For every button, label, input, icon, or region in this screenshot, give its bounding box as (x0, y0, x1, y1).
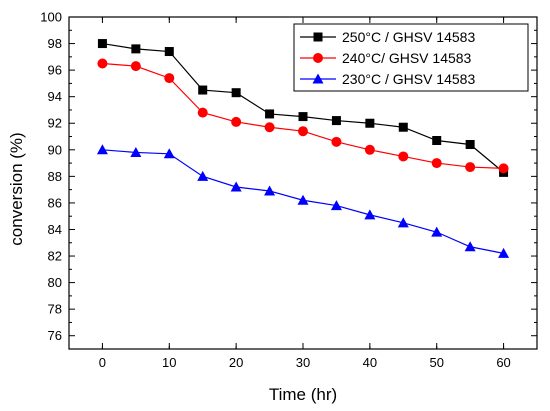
data-point (163, 148, 175, 159)
data-point (197, 170, 209, 181)
y-tick-label: 84 (48, 222, 62, 237)
data-point (231, 116, 242, 127)
x-tick-label: 30 (296, 355, 310, 370)
data-point (164, 47, 174, 57)
y-axis-title: conversion (%) (7, 132, 26, 245)
data-point (431, 226, 443, 237)
data-point (198, 85, 208, 95)
data-point (364, 209, 376, 220)
data-point (264, 122, 275, 133)
x-axis-title: Time (hr) (269, 385, 337, 404)
legend-marker (312, 73, 324, 84)
data-point (432, 136, 442, 146)
data-point (231, 88, 241, 98)
data-point (97, 58, 108, 69)
data-point (330, 200, 342, 211)
data-point (331, 116, 341, 126)
legend-label: 250°C / GHSV 14583 (342, 29, 475, 45)
data-point (265, 109, 275, 119)
y-tick-label: 94 (48, 89, 62, 104)
x-tick-label: 10 (162, 355, 176, 370)
legend-label: 240°C/ GHSV 14583 (342, 50, 472, 66)
legend-marker (313, 32, 323, 42)
y-tick-label: 76 (48, 328, 62, 343)
y-tick-label: 90 (48, 142, 62, 157)
y-tick-label: 100 (40, 10, 62, 25)
y-tick-label: 86 (48, 195, 62, 210)
data-point (464, 241, 476, 252)
series-3 (96, 144, 510, 258)
data-point (131, 44, 141, 54)
y-tick-label: 82 (48, 249, 62, 264)
data-point (431, 158, 442, 169)
legend-item: 230°C / GHSV 14583 (300, 71, 475, 87)
y-tick-label: 96 (48, 63, 62, 78)
data-point (130, 61, 141, 72)
data-point (230, 181, 242, 192)
plot-layer (96, 39, 510, 258)
data-point (331, 136, 342, 147)
data-point (465, 139, 475, 149)
x-tick-label: 0 (99, 355, 106, 370)
data-point (298, 112, 308, 122)
data-point (364, 144, 375, 155)
data-point (297, 194, 309, 205)
x-tick-label: 20 (229, 355, 243, 370)
legend-label: 230°C / GHSV 14583 (342, 71, 475, 87)
y-tick-label: 80 (48, 275, 62, 290)
data-point (130, 146, 142, 157)
data-point (164, 73, 175, 84)
legend: 250°C / GHSV 14583 240°C/ GHSV 14583 230°C… (293, 23, 529, 92)
data-point (197, 107, 208, 118)
series-2 (97, 58, 509, 174)
data-point (498, 163, 509, 174)
data-point (498, 247, 510, 258)
data-point (398, 122, 408, 132)
data-point (264, 185, 276, 196)
data-point (397, 217, 409, 228)
data-point (298, 126, 308, 137)
legend-item: 250°C / GHSV 14583 (300, 29, 475, 45)
data-point (398, 151, 409, 162)
data-point (96, 144, 108, 155)
y-tick-label: 98 (48, 36, 62, 51)
y-tick-label: 78 (48, 302, 62, 317)
data-point (97, 39, 107, 49)
x-tick-label: 50 (429, 355, 443, 370)
data-point (365, 118, 375, 128)
axes-layer: 0 10 20 30 40 50 60 76 78 80 82 84 86 88 90 92 94 96 98 100 (40, 10, 538, 370)
y-tick-label: 92 (48, 116, 62, 131)
legend-marker (313, 53, 323, 63)
x-tick-label: 60 (496, 355, 510, 370)
y-tick-label: 88 (48, 169, 62, 184)
legend-item: 240°C/ GHSV 14583 (300, 50, 472, 66)
x-tick-label: 40 (363, 355, 377, 370)
data-point (465, 162, 476, 173)
